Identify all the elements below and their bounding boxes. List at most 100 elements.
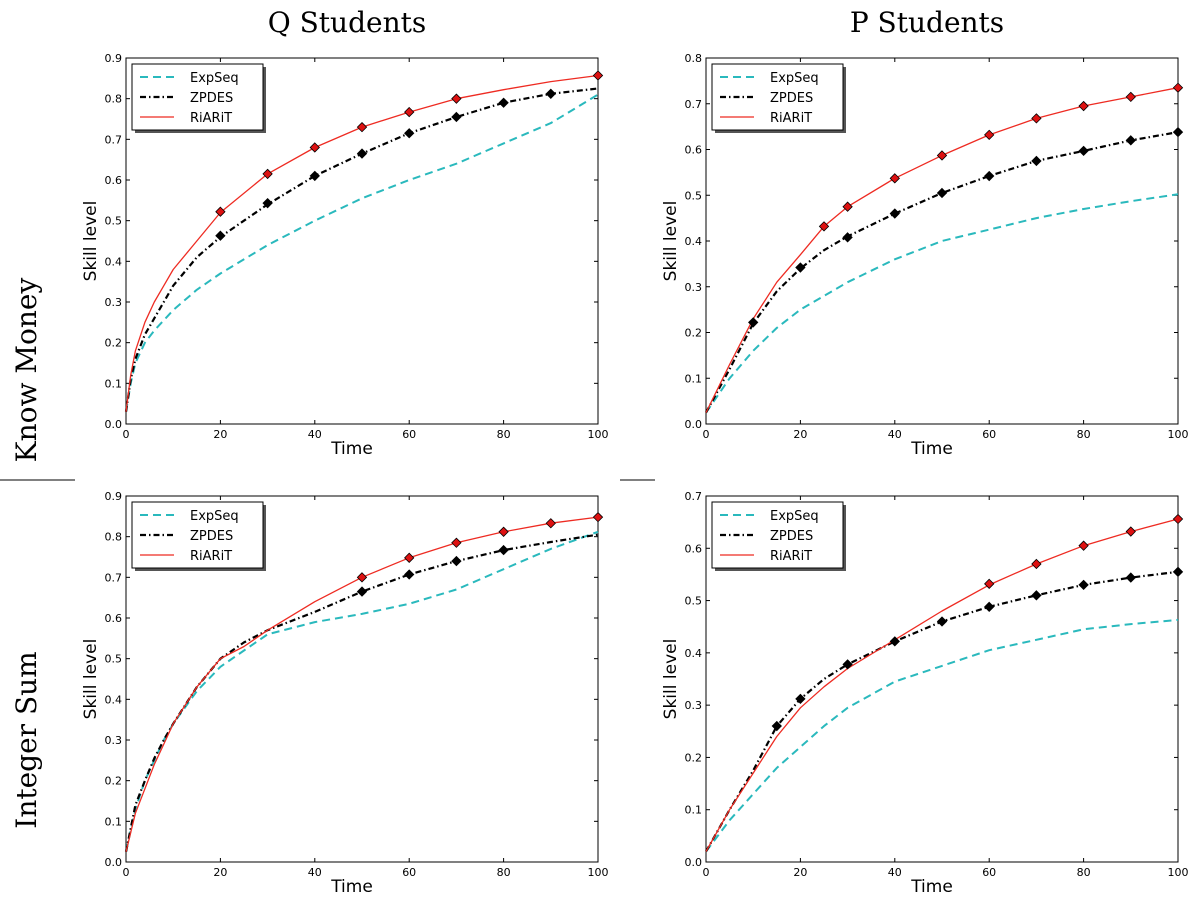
marker-riarit — [404, 552, 415, 563]
y-tick-label: 0.0 — [105, 418, 123, 431]
marker-zpdes — [356, 586, 368, 597]
y-tick-label: 0.2 — [685, 751, 703, 764]
marker-riarit — [215, 206, 226, 217]
y-tick-label: 0.6 — [685, 144, 703, 157]
chart-panel: 0.0 0.1 0.2 0.3 0.4 0.5 0.6 0.7 0.8 0 20 40 60 80 100 T… — [661, 52, 1189, 459]
x-tick-label: 80 — [497, 866, 511, 879]
x-axis-label: Time — [910, 439, 953, 459]
x-axis-label: Time — [330, 439, 373, 459]
y-tick-label: 0.5 — [685, 595, 703, 608]
y-tick-label: 0.3 — [685, 699, 703, 712]
marker-riarit — [451, 93, 462, 104]
x-tick-label: 100 — [588, 428, 609, 441]
marker-zpdes — [404, 569, 415, 580]
x-tick-label: 20 — [213, 866, 227, 879]
y-tick-label: 0.3 — [105, 296, 123, 309]
x-tick-label: 60 — [982, 428, 996, 441]
legend-label-zpdes: ZPDES — [190, 91, 233, 106]
series-line-riarit — [705, 518, 1179, 852]
y-tick-label: 0.4 — [105, 255, 123, 268]
y-tick-label: 0.2 — [105, 337, 123, 350]
y-tick-label: 0.1 — [105, 377, 123, 390]
marker-zpdes — [451, 555, 462, 567]
marker-zpdes — [771, 720, 782, 732]
x-tick-label: 60 — [982, 866, 996, 879]
x-tick-label: 80 — [1077, 428, 1091, 441]
y-tick-label: 0.0 — [105, 856, 123, 869]
y-tick-label: 0.9 — [105, 52, 123, 65]
y-tick-label: 0.4 — [105, 693, 123, 706]
series-line-riarit — [705, 87, 1179, 413]
x-tick-label: 40 — [888, 428, 902, 441]
legend-label-zpdes: ZPDES — [770, 91, 813, 106]
marker-zpdes — [795, 693, 806, 705]
marker-riarit — [984, 129, 995, 141]
marker-zpdes — [309, 170, 320, 182]
marker-zpdes — [889, 636, 900, 647]
y-axis-label: Skill level — [81, 639, 101, 720]
series-line-expseq — [125, 530, 599, 853]
y-tick-label: 0.1 — [105, 815, 123, 828]
y-tick-label: 0.2 — [685, 327, 703, 340]
y-tick-label: 0.7 — [105, 133, 123, 146]
x-tick-label: 40 — [308, 866, 322, 879]
marker-zpdes — [842, 232, 853, 243]
y-tick-label: 0.8 — [105, 531, 123, 544]
marker-riarit — [842, 201, 853, 212]
legend-label-expseq: ExpSeq — [190, 71, 239, 86]
marker-zpdes — [1125, 572, 1136, 583]
marker-riarit — [1172, 82, 1184, 93]
y-tick-label: 0.0 — [685, 856, 703, 869]
row-title-integer-sum: Integer Sum — [10, 651, 43, 828]
chart-panels: 0.0 0.1 0.2 0.3 0.4 0.5 0.6 0.7 0.8 0.9 0 20 40 60 80 1… — [81, 52, 1189, 897]
marker-zpdes — [936, 616, 948, 627]
y-tick-label: 0.4 — [685, 647, 703, 660]
y-tick-label: 0.9 — [105, 490, 123, 503]
marker-riarit — [936, 150, 948, 161]
marker-riarit — [262, 168, 273, 180]
marker-riarit — [498, 526, 509, 537]
marker-riarit — [404, 106, 415, 118]
chart-panel: 0.0 0.1 0.2 0.3 0.4 0.5 0.6 0.7 0 20 40 60 80 100 Time… — [661, 490, 1189, 897]
marker-zpdes — [984, 170, 995, 182]
marker-riarit — [309, 142, 320, 153]
x-axis-label: Time — [330, 877, 373, 897]
series-line-expseq — [705, 193, 1179, 414]
marker-riarit — [818, 221, 830, 232]
y-tick-label: 0.5 — [685, 189, 703, 202]
marker-zpdes — [842, 659, 853, 670]
y-tick-label: 0.7 — [685, 98, 703, 111]
legend-label-expseq: ExpSeq — [190, 509, 239, 524]
marker-riarit — [1031, 558, 1042, 570]
marker-riarit — [592, 70, 604, 81]
legend-label-zpdes: ZPDES — [190, 529, 233, 544]
marker-zpdes — [356, 148, 368, 159]
x-tick-label: 100 — [1168, 866, 1189, 879]
x-tick-label: 20 — [793, 428, 807, 441]
series-line-zpdes — [705, 131, 1179, 414]
x-tick-label: 80 — [497, 428, 511, 441]
y-tick-label: 0.8 — [105, 93, 123, 106]
marker-riarit — [356, 121, 368, 133]
y-tick-label: 0.4 — [685, 235, 703, 248]
legend-label-riarit: RiARiT — [770, 111, 812, 126]
legend-label-zpdes: ZPDES — [770, 529, 813, 544]
y-tick-label: 0.3 — [685, 281, 703, 294]
x-tick-label: 20 — [213, 428, 227, 441]
marker-zpdes — [795, 262, 806, 273]
legend-label-expseq: ExpSeq — [770, 509, 819, 524]
y-tick-label: 0.6 — [685, 542, 703, 555]
x-tick-label: 100 — [588, 866, 609, 879]
marker-riarit — [545, 518, 556, 529]
legend-label-riarit: RiARiT — [190, 549, 232, 564]
y-axis-label: Skill level — [661, 201, 681, 282]
x-axis-label: Time — [910, 877, 953, 897]
marker-riarit — [592, 511, 604, 523]
marker-riarit — [984, 578, 995, 590]
marker-zpdes — [262, 198, 273, 209]
marker-riarit — [1125, 526, 1136, 537]
y-axis-label: Skill level — [661, 639, 681, 720]
y-tick-label: 0.0 — [685, 418, 703, 431]
x-tick-label: 0 — [703, 428, 710, 441]
